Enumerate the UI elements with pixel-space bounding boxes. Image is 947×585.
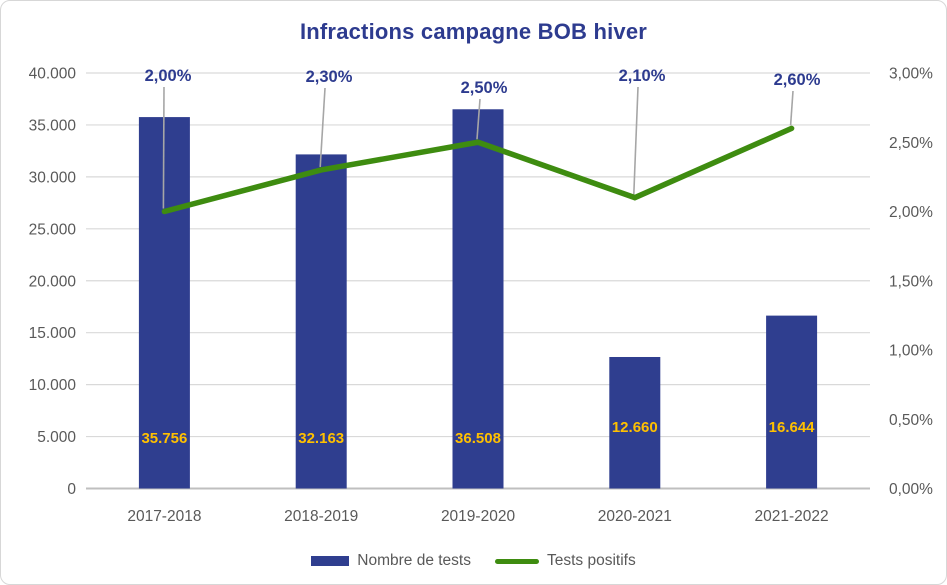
bar-2017-2018: [138, 117, 190, 489]
line-series-swatch: [494, 558, 539, 564]
bar-value-label: 32.163: [298, 430, 344, 447]
right-axis-tick-label: 1,00%: [889, 343, 933, 360]
right-axis-tick-label: 0,00%: [889, 481, 933, 498]
legend: Nombre de tests Tests positifs: [1, 552, 946, 570]
line-point-label: 2,50%: [461, 79, 508, 97]
legend-item-nombre-de-tests: Nombre de tests: [311, 552, 471, 570]
line-series-tests-positifs: [161, 125, 795, 215]
category-label: 2018-2019: [284, 508, 358, 525]
bar-2020-2021: [609, 356, 661, 489]
legend-label: Nombre de tests: [357, 552, 471, 569]
line-point-label: 2,60%: [774, 71, 821, 89]
bar-2019-2020: [452, 109, 504, 489]
line-point-label: 2,30%: [306, 68, 353, 86]
legend-label: Tests positifs: [546, 552, 636, 569]
leader-line: [319, 87, 326, 167]
right-axis-tick-label: 3,00%: [889, 66, 933, 83]
left-axis-tick-label: 40.000: [29, 66, 77, 83]
category-label: 2021-2022: [755, 508, 829, 525]
bar-value-label: 35.756: [141, 430, 187, 447]
bar-2018-2019: [295, 154, 347, 489]
bar-value-label: 12.660: [612, 419, 658, 436]
left-axis-tick-label: 30.000: [29, 169, 77, 186]
left-axis-tick-label: 25.000: [29, 221, 77, 238]
left-axis-tick-label: 20.000: [29, 273, 77, 290]
right-axis-tick-label: 1,50%: [889, 273, 933, 290]
right-axis-tick-label: 2,00%: [889, 204, 933, 221]
bar-value-label: 36.508: [455, 430, 501, 447]
legend-item-tests-positifs: Tests positifs: [494, 552, 636, 570]
bar-value-label: 16.644: [769, 419, 816, 436]
right-axis-tick-label: 0,50%: [889, 412, 933, 429]
chart-title: Infractions campagne BOB hiver: [299, 19, 648, 44]
left-axis-tick-label: 5.000: [37, 429, 76, 446]
category-label: 2019-2020: [441, 508, 516, 525]
leader-line: [476, 98, 481, 140]
line-point-label: 2,10%: [619, 67, 666, 85]
left-axis-tick-label: 10.000: [29, 377, 77, 394]
left-axis-tick-label: 15.000: [29, 325, 77, 342]
leader-line: [789, 90, 794, 126]
right-axis-tick-label: 2,50%: [889, 135, 933, 152]
bar-2021-2022: [766, 315, 818, 489]
line-point-label: 2,00%: [145, 67, 192, 85]
leader-line: [162, 86, 165, 209]
leader-line: [633, 86, 639, 195]
left-axis-tick-label: 0: [67, 481, 76, 498]
category-label: 2017-2018: [127, 508, 201, 525]
bar-series-swatch: [311, 556, 350, 566]
category-label: 2020-2021: [598, 508, 672, 525]
left-axis-tick-label: 35.000: [29, 117, 77, 134]
